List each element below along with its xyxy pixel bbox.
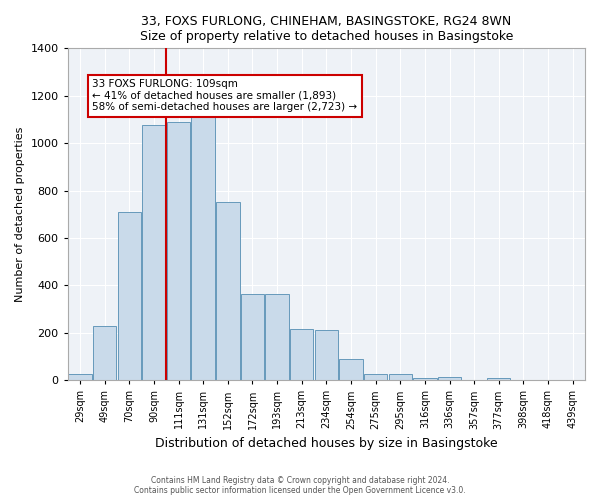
Text: Contains HM Land Registry data © Crown copyright and database right 2024.
Contai: Contains HM Land Registry data © Crown c… [134, 476, 466, 495]
Bar [191, 117, 215, 380]
Bar [216, 202, 239, 380]
Y-axis label: Number of detached properties: Number of detached properties [15, 126, 25, 302]
Bar [167, 122, 190, 380]
Bar [389, 374, 412, 380]
X-axis label: Distribution of detached houses by size in Basingstoke: Distribution of detached houses by size … [155, 437, 497, 450]
Bar [413, 378, 437, 380]
Bar [364, 374, 388, 380]
Title: 33, FOXS FURLONG, CHINEHAM, BASINGSTOKE, RG24 8WN
Size of property relative to d: 33, FOXS FURLONG, CHINEHAM, BASINGSTOKE,… [140, 15, 513, 43]
Bar [118, 212, 141, 380]
Bar [93, 326, 116, 380]
Bar [314, 330, 338, 380]
Bar [339, 359, 362, 380]
Bar [241, 294, 264, 380]
Bar [487, 378, 511, 380]
Bar [290, 329, 313, 380]
Bar [142, 126, 166, 380]
Bar [68, 374, 92, 380]
Bar [438, 376, 461, 380]
Text: 33 FOXS FURLONG: 109sqm
← 41% of detached houses are smaller (1,893)
58% of semi: 33 FOXS FURLONG: 109sqm ← 41% of detache… [92, 79, 358, 112]
Bar [265, 294, 289, 380]
